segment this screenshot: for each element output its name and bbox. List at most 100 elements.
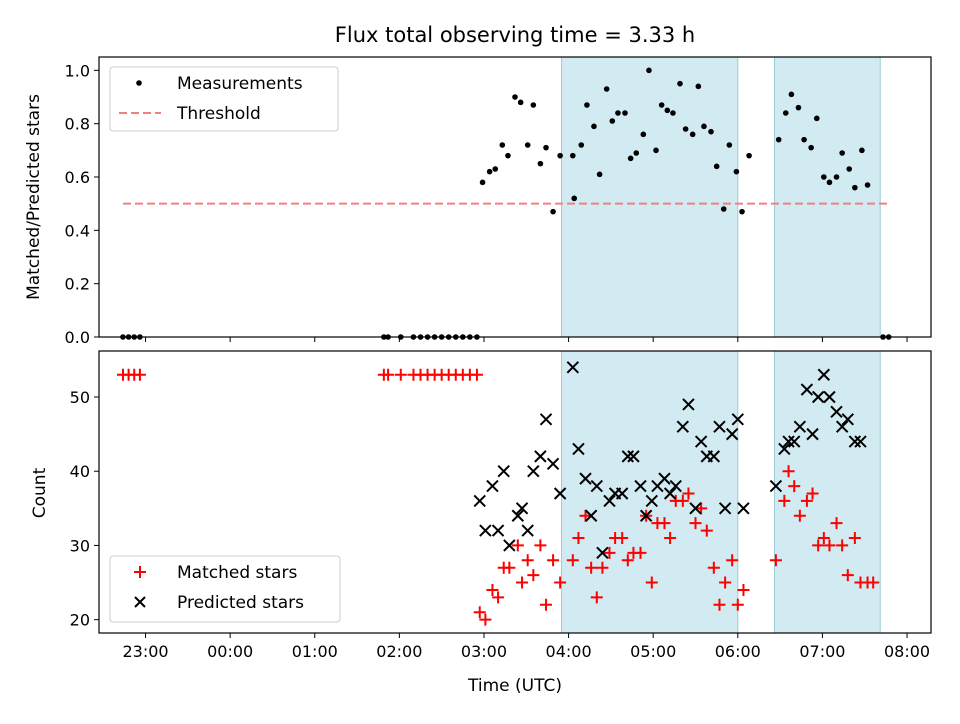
predicted-star-marker — [627, 450, 640, 463]
matched-star-marker — [133, 368, 146, 381]
predicted-star-marker — [669, 479, 682, 493]
predicted-star-marker — [584, 509, 598, 522]
predicted-star-marker — [817, 368, 831, 381]
matched-star-marker — [540, 598, 553, 611]
measurement-point — [622, 110, 628, 116]
predicted-star-marker — [689, 502, 702, 515]
predicted-star-marker — [479, 524, 492, 537]
predicted-star-marker — [713, 420, 726, 433]
measurement-point — [530, 102, 537, 108]
matched-star-marker — [621, 554, 634, 567]
predicted-star-marker — [830, 405, 843, 419]
measurement-point — [775, 136, 782, 143]
predicted-star-marker — [546, 457, 560, 471]
matched-star-marker — [579, 509, 592, 522]
matched-star-marker — [737, 583, 750, 596]
measurement-point — [708, 128, 714, 135]
y-tick-label: 30 — [70, 536, 90, 555]
matched-star-marker — [590, 591, 603, 604]
x-tick-label: 01:00 — [292, 642, 338, 661]
predicted-star-marker — [579, 472, 592, 485]
predicted-star-marker — [663, 487, 677, 500]
observing-window-shade — [773, 350, 881, 634]
matched-star-marker — [836, 539, 849, 552]
matched-star-marker — [473, 606, 486, 619]
x-tick-label: 08:00 — [884, 642, 930, 661]
measurement-point — [653, 147, 659, 154]
measurement-point — [826, 179, 833, 186]
predicted-star-marker — [848, 435, 862, 448]
predicted-star-marker — [615, 487, 629, 500]
predicted-star-marker — [841, 413, 855, 426]
measurement-point — [720, 206, 727, 212]
measurement-point — [512, 94, 518, 100]
matched-star-marker — [841, 569, 854, 582]
matched-star-marker — [572, 532, 585, 545]
x-tick-label: 00:00 — [207, 642, 253, 661]
predicted-star-marker — [634, 479, 647, 493]
matched-star-marker — [585, 561, 598, 574]
predicted-star-marker — [566, 361, 580, 374]
matched-star-marker — [823, 539, 836, 552]
x-axis-label: Time (UTC) — [467, 676, 562, 696]
matched-star-marker — [492, 591, 505, 604]
x-tick-label: 03:00 — [461, 642, 507, 661]
predicted-star-marker — [811, 390, 825, 404]
measurement-point — [701, 123, 707, 130]
y-tick-label: 0.0 — [65, 328, 90, 347]
x-tick-label: 04:00 — [546, 642, 592, 661]
predicted-star-marker — [676, 420, 690, 433]
predicted-star-marker — [645, 494, 658, 508]
measurement-point — [596, 171, 603, 178]
predicted-star-marker — [491, 524, 505, 537]
measurement-point — [537, 160, 544, 167]
predicted-star-marker — [800, 383, 814, 396]
y-tick-label: 0.6 — [65, 168, 90, 187]
measurement-point — [571, 195, 578, 202]
predicted-star-marker — [854, 435, 867, 448]
measurement-point — [677, 80, 683, 87]
measurement-point — [689, 131, 696, 138]
measurement-point — [627, 155, 634, 162]
legend-label-matched: Matched stars — [177, 563, 297, 583]
matched-star-marker — [806, 487, 819, 500]
measurement-point — [640, 131, 647, 138]
measurement-point — [864, 182, 871, 188]
matched-star-marker — [695, 502, 708, 515]
bottom-panel: 20 30 40 50 23:00 00:00 01:00 02:00 03:00 04:00 0… — [30, 350, 932, 696]
measurement-point — [570, 152, 576, 159]
matched-star-marker — [547, 554, 560, 567]
matched-star-marker — [658, 517, 671, 530]
x-tick-label: 23:00 — [122, 642, 168, 661]
observing-window-shade — [561, 56, 739, 338]
predicted-star-marker — [788, 435, 801, 448]
measurement-point — [695, 83, 702, 90]
matched-star-marker — [486, 583, 499, 596]
y-tick-label: 0.2 — [65, 275, 90, 294]
measurement-point — [633, 150, 640, 156]
y-tick-label: 1.0 — [65, 61, 90, 80]
observing-window-shade — [773, 56, 881, 338]
y-tick-label: 50 — [70, 388, 90, 407]
measurement-point — [852, 184, 858, 191]
top-legend: Measurements Threshold — [109, 66, 339, 132]
predicted-star-marker — [497, 465, 510, 478]
observing-window-shade — [561, 350, 739, 634]
measurement-point — [808, 144, 814, 151]
measurement-point — [591, 123, 597, 130]
matched-star-marker — [382, 368, 395, 381]
measurement-point — [795, 104, 802, 111]
matched-star-marker — [867, 576, 880, 589]
matched-star-marker — [676, 494, 689, 507]
matched-star-marker — [503, 561, 516, 574]
matched-star-marker — [596, 561, 609, 574]
matched-star-marker — [800, 494, 813, 507]
y-tick-label: 40 — [70, 462, 90, 481]
legend-label-threshold: Threshold — [176, 104, 261, 124]
measurement-point — [746, 152, 752, 159]
predicted-star-marker — [707, 450, 721, 463]
measurement-point — [813, 115, 820, 122]
predicted-star-marker — [731, 413, 745, 426]
predicted-star-marker — [769, 479, 783, 493]
